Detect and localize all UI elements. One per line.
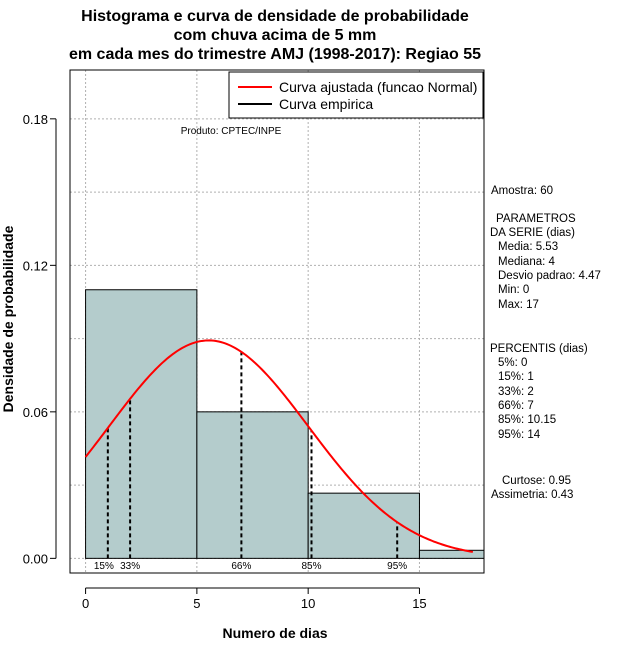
x-tick-label: 10	[301, 596, 315, 611]
stat-assimetria: Assimetria: 0.43	[491, 489, 573, 501]
percentile-label: 85%	[301, 561, 321, 572]
stat-param-title-2: DA SERIE (dias)	[490, 227, 575, 239]
legend-item-empirical: Curva empirica	[279, 96, 373, 112]
stat-mediana: Mediana: 4	[498, 256, 556, 268]
stat-max: Max: 17	[498, 299, 539, 311]
chart-title-line-3: em cada mes do trimestre AMJ (1998-2017)…	[69, 46, 481, 63]
percentile-label: 95%	[387, 561, 407, 572]
stat-param-title-1: PARAMETROS	[496, 213, 576, 225]
percentile-lines	[106, 351, 399, 559]
normal-curve	[84, 339, 474, 553]
y-axis: 0.00 0.06 0.12 0.18	[23, 112, 57, 566]
y-axis-label: Densidade de probabilidade	[0, 225, 16, 412]
chart-title-line-1: Histograma e curva de densidade de proba…	[81, 8, 469, 25]
chart-title-line-2: com chuva acima de 5 mm	[174, 27, 377, 44]
percentile-label: 33%	[120, 561, 140, 572]
x-tick-label: 5	[193, 596, 200, 611]
histogram-bar	[196, 411, 309, 559]
stat-media: Media: 5.53	[498, 241, 558, 253]
stat-p33: 33%: 2	[498, 386, 534, 398]
percentile-label: 66%	[231, 561, 251, 572]
legend: Curva ajustada (funcao Normal) Curva emp…	[228, 71, 484, 119]
product-annotation: Produto: CPTEC/INPE	[181, 126, 282, 137]
stat-curtose: Curtose: 0.95	[502, 475, 571, 487]
y-tick-label: 0.00	[23, 551, 48, 566]
histogram-bar	[418, 549, 485, 559]
stat-p95: 95%: 14	[498, 429, 541, 441]
statistics-panel: Amostra: 60 PARAMETROS DA SERIE (dias) M…	[490, 185, 601, 501]
stat-min: Min: 0	[498, 284, 529, 296]
stat-desvio: Desvio padrao: 4.47	[498, 270, 601, 282]
x-axis: 0 5 10 15	[82, 587, 427, 611]
percentile-label: 15%	[94, 561, 114, 572]
stat-p66: 66%: 7	[498, 400, 534, 412]
y-tick-label: 0.18	[23, 112, 48, 127]
x-tick-label: 0	[82, 596, 89, 611]
y-tick-label: 0.12	[23, 258, 48, 273]
legend-box	[228, 71, 484, 119]
plot-frame	[69, 69, 485, 574]
stat-p15: 15%: 1	[498, 371, 534, 383]
stat-amostra: Amostra: 60	[491, 185, 553, 197]
histogram-bars	[85, 289, 485, 559]
x-axis-label: Numero de dias	[222, 625, 327, 641]
y-tick-label: 0.06	[23, 405, 48, 420]
histogram-bar	[85, 289, 198, 559]
stat-percentis-title: PERCENTIS (dias)	[490, 343, 588, 355]
stat-p85: 85%: 10.15	[498, 414, 556, 426]
percentile-labels: 15% 33% 66% 85% 95%	[94, 561, 407, 572]
legend-item-normal: Curva ajustada (funcao Normal)	[279, 79, 477, 95]
stat-p5: 5%: 0	[498, 357, 527, 369]
x-tick-label: 15	[412, 596, 426, 611]
